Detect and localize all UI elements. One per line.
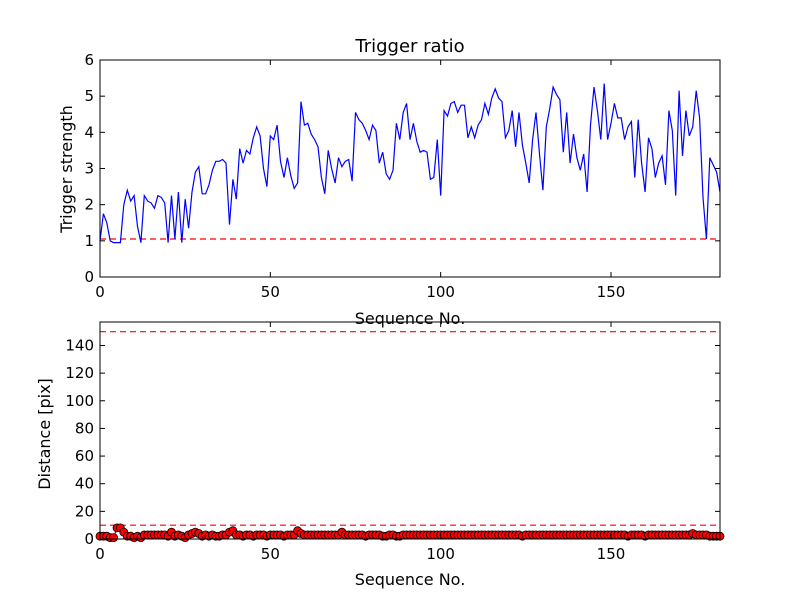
chart1-y-tick-label: 1 bbox=[84, 232, 94, 250]
chart2-y-tick-label: 20 bbox=[75, 502, 94, 520]
chart1-plot-area: 0 50 100 150 0 1 2 3 4 5 6 bbox=[84, 51, 721, 301]
chart2-axes-frame bbox=[99, 321, 721, 540]
chart2-y-tick-label: 80 bbox=[75, 419, 94, 437]
distance-chart: 0 50 100 150 0 20 40 60 80 100 120 140 Sequence No.… bbox=[35, 321, 725, 589]
chart2-point-4 bbox=[109, 533, 118, 542]
chart2-x-tick-label: 100 bbox=[426, 545, 455, 563]
chart1-x-tick-label: 150 bbox=[597, 283, 626, 301]
chart1-y-tick-label: 4 bbox=[84, 123, 94, 141]
chart2-y-label: Distance [pix] bbox=[35, 378, 54, 490]
chart1-x-tick-label: 100 bbox=[426, 283, 455, 301]
chart2-x-tick-label: 50 bbox=[261, 545, 280, 563]
chart1-x-tick-label: 0 bbox=[95, 283, 105, 301]
chart2-x-tick-label: 0 bbox=[95, 545, 105, 563]
chart1-y-tick-label: 2 bbox=[84, 196, 94, 214]
chart1-title: Trigger ratio bbox=[354, 36, 464, 57]
chart1-x-label: Sequence No. bbox=[355, 309, 466, 328]
chart1-y-tick-label: 0 bbox=[84, 268, 94, 286]
chart2-y-tick-label: 60 bbox=[75, 447, 94, 465]
chart2-y-tick-label: 100 bbox=[65, 392, 94, 410]
chart2-plot-area: 0 50 100 150 0 20 40 60 80 100 120 140 bbox=[65, 321, 725, 563]
trigger-ratio-chart: Trigger ratio 0 50 100 150 0 1 2 3 4 5 6 Sequence … bbox=[57, 36, 721, 328]
chart1-y-tick-label: 3 bbox=[84, 160, 94, 178]
chart1-series-line bbox=[99, 83, 721, 244]
chart2-y-tick-label: 0 bbox=[84, 530, 94, 548]
chart2-y-tick-label: 40 bbox=[75, 475, 94, 493]
chart2-y-tick-label: 140 bbox=[65, 336, 94, 354]
chart1-y-tick-label: 5 bbox=[84, 87, 94, 105]
chart1-y-tick-label: 6 bbox=[84, 51, 94, 69]
chart2-y-tick-label: 120 bbox=[65, 364, 94, 382]
chart1-x-tick-label: 50 bbox=[261, 283, 280, 301]
chart2-x-tick-label: 150 bbox=[597, 545, 626, 563]
chart1-y-label: Trigger strength bbox=[57, 105, 76, 234]
chart2-x-label: Sequence No. bbox=[355, 570, 466, 589]
